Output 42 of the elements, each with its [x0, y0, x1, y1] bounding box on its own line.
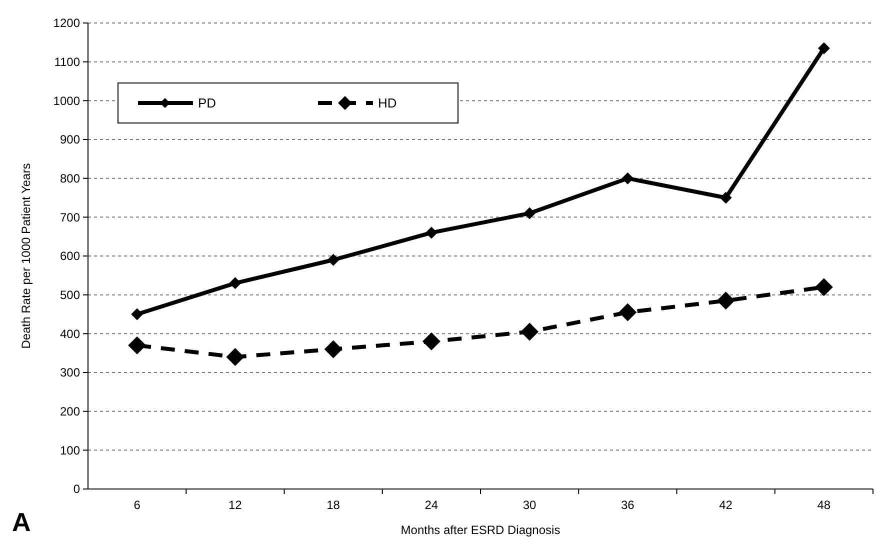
x-tick-label: 18	[326, 498, 340, 512]
y-axis-title: Death Rate per 1000 Patient Years	[19, 163, 33, 349]
point	[622, 172, 634, 184]
point	[425, 226, 438, 239]
y-tick-label: 1100	[54, 55, 80, 70]
x-tick-label: 48	[817, 498, 831, 512]
point	[524, 207, 536, 220]
point	[720, 192, 732, 204]
point	[229, 277, 242, 290]
y-tick-label: 100	[60, 443, 80, 458]
point	[324, 340, 342, 358]
x-axis-title: Months after ESRD Diagnosis	[400, 523, 560, 537]
y-tick-label: 700	[60, 210, 80, 224]
legend-label: PD	[198, 96, 216, 111]
y-tick-label: 1000	[53, 94, 80, 108]
point	[618, 303, 637, 322]
y-tick-label: 900	[60, 132, 80, 147]
point	[327, 254, 340, 266]
x-tick-label: 42	[719, 498, 733, 512]
legend-label: HD	[378, 96, 397, 111]
y-tick-label: 300	[60, 366, 80, 380]
point	[131, 308, 144, 320]
point	[818, 42, 830, 54]
text: A	[12, 507, 31, 537]
x-tick-label: 24	[424, 498, 438, 512]
x-tick-label: 6	[134, 498, 141, 512]
y-tick-label: 600	[60, 249, 80, 264]
y-tick-label: 400	[60, 326, 80, 341]
y-tick-label: 1200	[53, 16, 80, 30]
point	[226, 348, 244, 366]
y-tick-label: 0	[73, 482, 80, 496]
point	[814, 278, 833, 296]
point	[520, 322, 539, 341]
point	[128, 336, 146, 354]
x-tick-label: 36	[621, 498, 635, 512]
point	[716, 292, 735, 310]
y-tick-label: 800	[60, 172, 80, 186]
y-tick-label: 500	[60, 288, 80, 302]
point	[422, 332, 440, 350]
x-tick-label: 12	[228, 498, 242, 512]
x-tick-label: 30	[522, 498, 537, 512]
y-tick-label: 200	[60, 404, 80, 419]
